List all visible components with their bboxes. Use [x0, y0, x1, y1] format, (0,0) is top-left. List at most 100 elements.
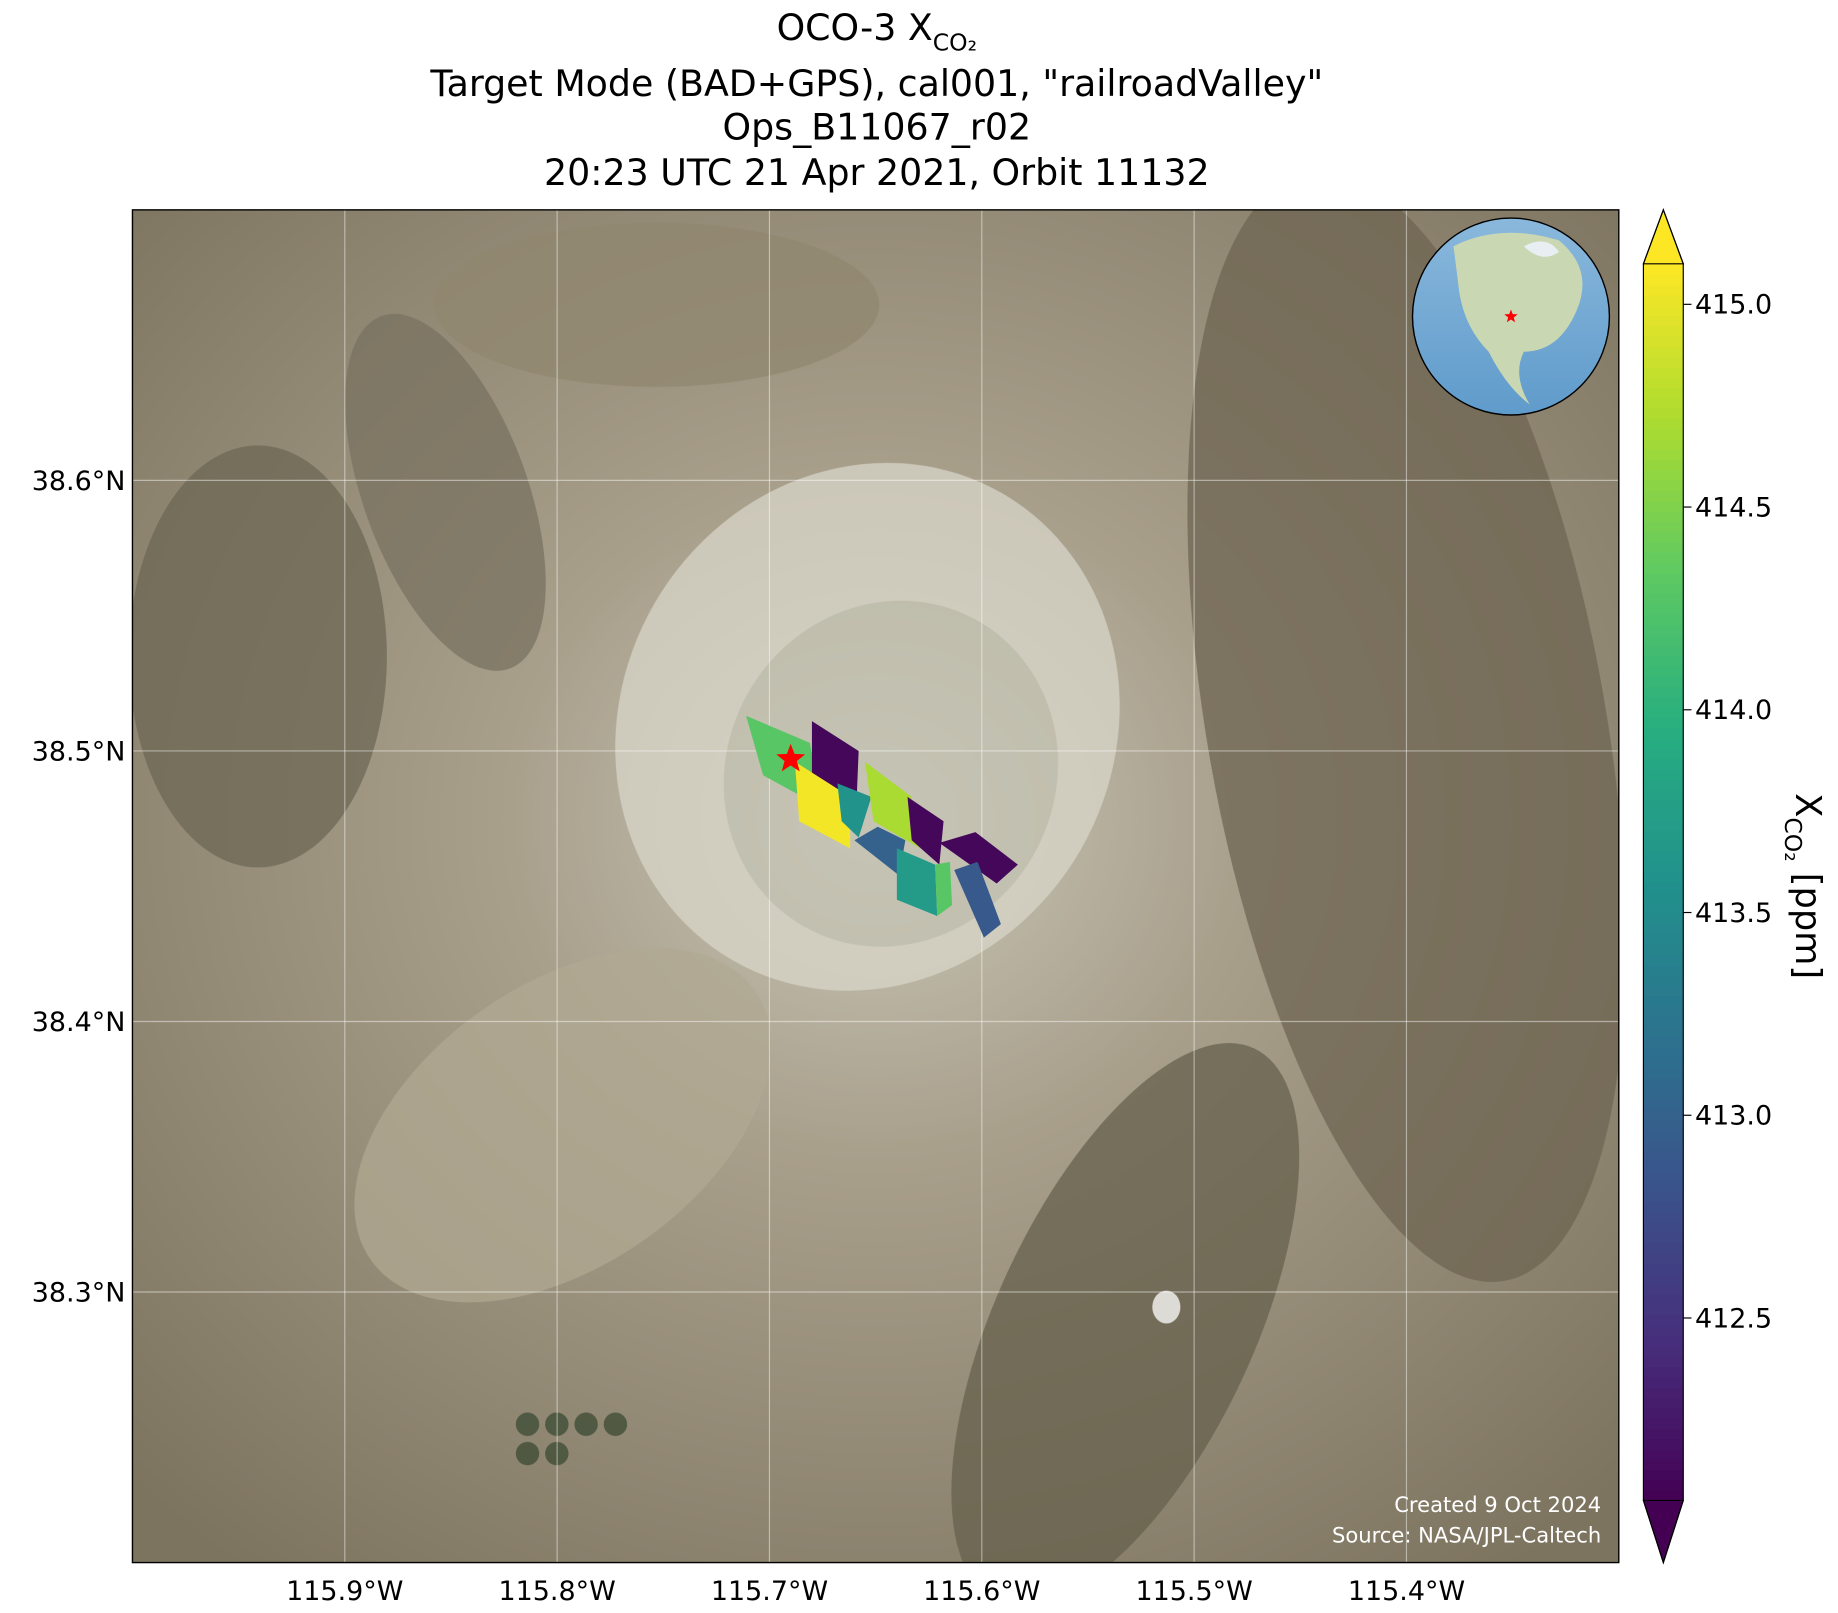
colorbar-segment [1643, 582, 1684, 595]
colorbar-segment [1643, 1108, 1684, 1120]
colorbar-segment [1643, 623, 1684, 636]
footprint [865, 761, 921, 849]
colorbar-segment [1643, 1479, 1684, 1491]
colorbar-frame [1642, 208, 1684, 1565]
colorbar-tick-label: 413.0 [1695, 1101, 1772, 1132]
colorbar-segment [1643, 726, 1684, 739]
colorbar-segment [1643, 799, 1684, 811]
colorbar-segment [1643, 1118, 1684, 1131]
colorbar-segment [1643, 829, 1684, 842]
colorbar-segment [1643, 541, 1684, 553]
colorbar-segment [1643, 994, 1684, 1007]
colorbar-segment [1643, 953, 1684, 966]
colorbar-segment [1643, 933, 1684, 945]
colorbar-segment [1643, 644, 1684, 656]
colorbar-segment [1643, 397, 1684, 409]
target-marker [776, 743, 806, 772]
colorbar-segment [1643, 974, 1684, 986]
colorbar-segment [1643, 1180, 1684, 1192]
colorbar-segment [1643, 1427, 1684, 1440]
colorbar-segment [1643, 1468, 1684, 1481]
colorbar-segment [1643, 1170, 1684, 1182]
colorbar-tick-label: 414.5 [1695, 492, 1772, 523]
colorbar-segment [1643, 386, 1684, 399]
colorbar-segment [1643, 943, 1684, 955]
colorbar-segment [1643, 479, 1684, 492]
colorbar-segment [1643, 1273, 1684, 1285]
colorbar-segment [1643, 654, 1684, 667]
colorbar-segment [1643, 1190, 1684, 1203]
map-frame [131, 209, 1620, 1564]
colorbar-segment [1643, 366, 1684, 378]
colorbar-segment [1643, 840, 1684, 852]
colorbar-segment [1643, 1159, 1684, 1172]
colorbar-segment [1643, 922, 1684, 935]
colorbar-segment [1643, 819, 1684, 832]
x-tick-label: 115.6°W [923, 1576, 1040, 1607]
colorbar-segment [1643, 613, 1684, 626]
colorbar-segment [1643, 696, 1684, 708]
colorbar-segment [1643, 1005, 1684, 1017]
colorbar-segment [1643, 325, 1684, 337]
colorbar-segment [1643, 1314, 1684, 1326]
colorbar-segment [1643, 1355, 1684, 1368]
footprint [939, 832, 1018, 884]
colorbar-segment [1643, 1067, 1684, 1079]
colorbar-segment [1643, 1386, 1684, 1398]
x-tick-label: 115.8°W [498, 1576, 615, 1607]
chart-subtitle: 20:23 UTC 21 Apr 2021, Orbit 11132 [544, 151, 1210, 194]
colorbar-segment [1643, 1221, 1684, 1234]
y-tick-label: 38.5°N [32, 736, 126, 767]
colorbar-segment [1643, 1015, 1684, 1027]
footprint [954, 861, 1001, 938]
colorbar-segment [1643, 1438, 1684, 1450]
colorbar-segment [1643, 1345, 1684, 1357]
colorbar-segment [1643, 1458, 1684, 1471]
colorbar-segment [1643, 572, 1684, 584]
colorbar-segment [1643, 1304, 1684, 1316]
colorbar-segment [1643, 1097, 1684, 1110]
colorbar-segment [1643, 294, 1684, 306]
colorbar-segment [1643, 376, 1684, 389]
inset-target [1504, 309, 1518, 323]
colorbar-segment [1643, 417, 1684, 430]
colorbar-segment [1643, 902, 1684, 914]
colorbar-segment [1643, 592, 1684, 605]
colorbar-segment [1643, 1365, 1684, 1378]
colorbar-segment [1643, 345, 1684, 358]
x-tick-label: 115.7°W [711, 1576, 828, 1607]
colorbar-segment [1643, 1262, 1684, 1275]
colorbar-segment [1643, 531, 1684, 543]
colorbar-segment [1643, 1036, 1684, 1048]
colorbar-segment [1643, 438, 1684, 450]
footer-created: Created 9 Oct 2024 [1394, 1492, 1601, 1517]
colorbar-segment [1643, 304, 1684, 316]
colorbar-segment [1643, 912, 1684, 924]
colorbar-segment [1643, 314, 1684, 327]
colorbar-segment [1643, 665, 1684, 677]
colorbar-segment [1643, 283, 1684, 296]
colorbar-tick-label: 412.5 [1695, 1303, 1772, 1334]
x-tick-label: 115.4°W [1348, 1576, 1465, 1607]
colorbar-segment [1643, 489, 1684, 502]
colorbar-segment [1643, 1334, 1684, 1347]
colorbar-segment [1643, 562, 1684, 574]
y-tick-label: 38.3°N [32, 1277, 126, 1308]
colorbar-segment [1643, 737, 1684, 749]
colorbar-segment [1643, 757, 1684, 770]
colorbar-segment [1643, 355, 1684, 368]
colorbar-segment [1643, 458, 1684, 471]
colorbar-segment [1643, 1149, 1684, 1161]
colorbar-segment [1643, 273, 1684, 285]
colorbar-tick-label: 413.5 [1695, 898, 1772, 929]
colorbar-segment [1643, 428, 1684, 440]
colorbar-segment [1643, 500, 1684, 512]
footprint [794, 761, 851, 849]
colorbar-segment [1643, 1087, 1684, 1100]
colorbar-segment [1643, 1139, 1684, 1151]
colorbar-segment [1643, 984, 1684, 997]
colorbar-segment [1643, 1283, 1684, 1295]
title-text: OCO-3 X [777, 6, 933, 49]
colorbar-segment [1643, 263, 1684, 275]
colorbar-segment [1643, 1077, 1684, 1089]
